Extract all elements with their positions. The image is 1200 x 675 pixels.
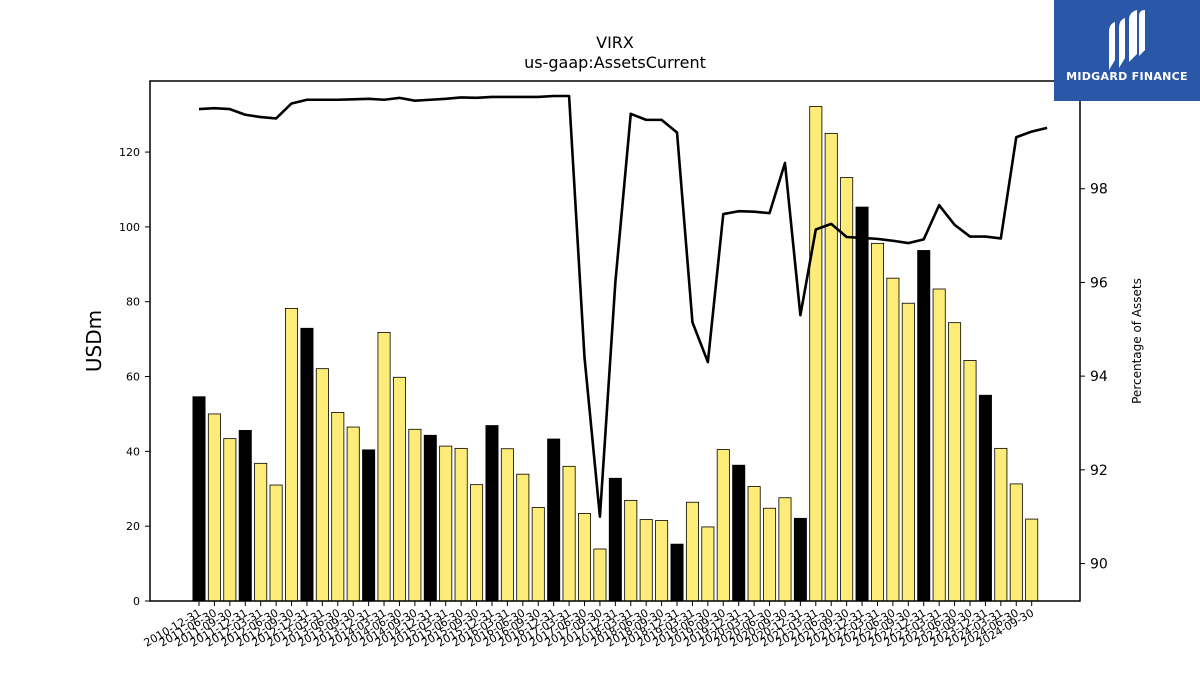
bar [793, 517, 807, 602]
bar [346, 426, 360, 602]
bar [269, 484, 283, 602]
bar [732, 464, 746, 602]
percentage-line [198, 94, 1048, 518]
bar [840, 177, 854, 602]
bar [223, 438, 237, 602]
y-tick-label: 60 [126, 371, 140, 384]
bar [362, 449, 376, 602]
bar [1009, 483, 1023, 602]
bar [238, 430, 252, 602]
bar [485, 425, 499, 602]
bar [1025, 518, 1039, 602]
bar [315, 368, 329, 602]
y2-tick-label: 96 [1090, 275, 1108, 291]
bar [423, 434, 437, 602]
y2-tick-label: 92 [1090, 463, 1108, 479]
bar [870, 242, 884, 602]
bar [901, 302, 915, 602]
y-tick-label: 40 [126, 445, 140, 458]
y2-tick-label: 90 [1090, 557, 1108, 573]
y-tick-label: 100 [119, 221, 140, 234]
bar [716, 449, 730, 602]
bar [593, 548, 607, 602]
bar [562, 465, 576, 602]
bar [994, 447, 1008, 602]
bar [685, 501, 699, 602]
bar [254, 462, 268, 602]
left-axis: 0 20 40 60 80 100 120 [119, 146, 150, 608]
bar [608, 477, 622, 602]
bar [948, 322, 962, 602]
logo-text: MIDGARD FINANCE [1066, 70, 1188, 83]
bar [917, 250, 931, 602]
right-axis: 9092949698100 [1080, 88, 1117, 573]
y2-tick-label: 98 [1090, 182, 1108, 198]
bar [624, 499, 638, 602]
bar [331, 412, 345, 602]
bar [207, 413, 221, 602]
bar [639, 519, 653, 602]
bar [747, 486, 761, 602]
bar [778, 497, 792, 602]
bar [978, 394, 992, 602]
bar [285, 308, 299, 602]
x-axis: 2010-12-312011-06-302011-09-302011-12-31… [142, 601, 1036, 650]
bar [855, 206, 869, 602]
bar [578, 513, 592, 602]
y-tick-label: 80 [126, 296, 140, 309]
bar [454, 447, 468, 602]
bar [192, 396, 206, 602]
logo-mark-icon [1109, 10, 1145, 70]
bar [763, 507, 777, 602]
bar [701, 526, 715, 602]
bar [932, 288, 946, 602]
bar [392, 376, 406, 602]
y-tick-label: 120 [119, 146, 140, 159]
line-group [198, 94, 1048, 518]
y-tick-label: 20 [126, 520, 140, 533]
bar [500, 448, 514, 602]
bar [886, 277, 900, 602]
bar [670, 543, 684, 602]
y-tick-label: 0 [133, 595, 140, 608]
bar [439, 445, 453, 602]
bar [655, 520, 669, 602]
midgard-finance-logo: MIDGARD FINANCE [1054, 0, 1200, 101]
bar [516, 473, 530, 602]
y2-axis-label: Percentage of Assets [1130, 278, 1144, 404]
y-axis-label: USDm [82, 310, 106, 372]
bar [547, 438, 561, 602]
chart-title: VIRX [596, 33, 634, 52]
bar [809, 106, 823, 602]
y2-tick-label: 94 [1090, 369, 1108, 385]
bar [963, 360, 977, 602]
bar [470, 484, 484, 602]
bars-group [192, 106, 1039, 602]
chart-subtitle: us-gaap:AssetsCurrent [524, 53, 706, 72]
bar [408, 428, 422, 602]
bar [300, 327, 314, 602]
bar [824, 132, 838, 602]
bar [377, 331, 391, 602]
bar [531, 507, 545, 602]
